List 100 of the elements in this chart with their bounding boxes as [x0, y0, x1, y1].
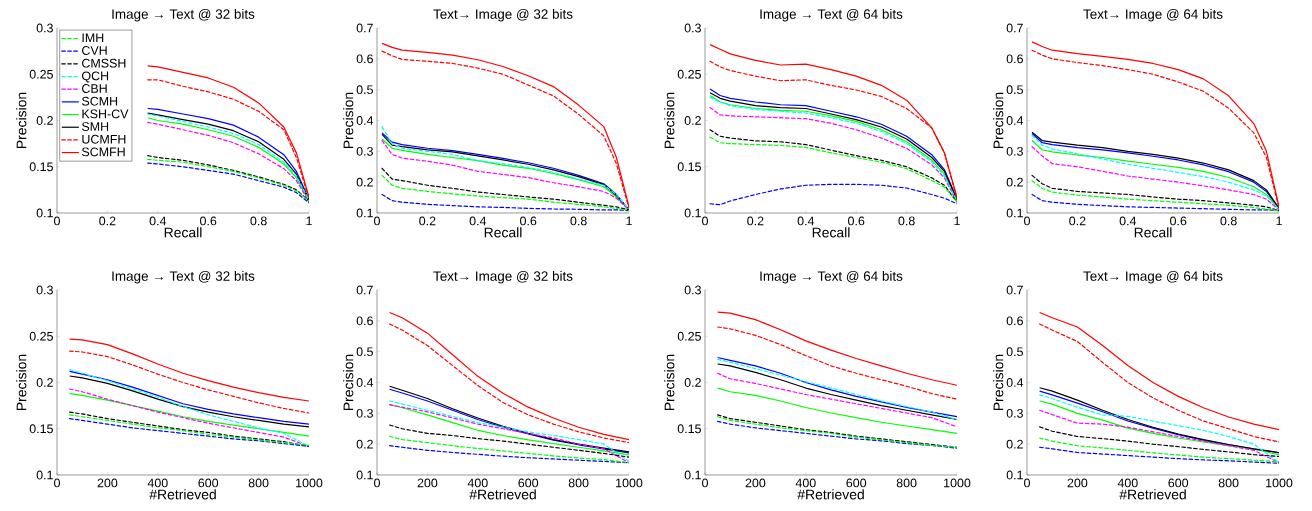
chart-title: Text→ Image @ 32 bits [433, 270, 573, 284]
x-tick-label: 0.8 [1220, 216, 1237, 226]
legend-label: QCH [82, 71, 109, 83]
x-tick-label: 0 [374, 216, 380, 226]
x-tick-label: 1 [1276, 216, 1282, 226]
x-tick-label: 0.6 [520, 216, 537, 226]
line-series [1039, 437, 1280, 463]
x-tick-label: 0.8 [250, 216, 267, 226]
y-tick-label: 0.6 [356, 316, 373, 326]
legend-label: IMH [82, 33, 104, 43]
x-tick-label: 0 [702, 216, 708, 226]
y-axis-title: Precision [16, 354, 27, 411]
y-tick-label: 0.25 [29, 331, 53, 341]
y-tick-label: 0.1 [1006, 470, 1023, 480]
line-series [1039, 323, 1280, 443]
x-tick-label: 400 [147, 478, 168, 488]
y-tick-label: 0.3 [36, 23, 53, 33]
legend-label: UCMFH [82, 134, 126, 144]
y-tick-label: 0.2 [36, 116, 53, 125]
y-axis-title: Precision [664, 354, 675, 411]
y-tick-label: 0.6 [356, 54, 373, 64]
x-axis-title: #Retrieved [149, 489, 216, 500]
chart-title: Image → Text @ 32 bits [112, 270, 255, 284]
legend-label: CBH [82, 84, 107, 93]
y-tick-label: 0.7 [1006, 23, 1023, 33]
line-series [717, 326, 958, 400]
y-tick-label: 0.1 [36, 208, 53, 218]
line-series [69, 350, 309, 414]
x-axis-title: #Retrieved [1119, 489, 1186, 500]
y-tick-label: 0.5 [356, 347, 373, 357]
legend-label: KSH-CV [82, 109, 129, 119]
y-axis-title: Precision [993, 92, 1004, 149]
x-axis-title: Recall [484, 227, 522, 238]
x-tick-label: 0 [1024, 478, 1030, 488]
y-tick-label: 0.4 [356, 116, 374, 125]
y-tick-label: 0.15 [677, 424, 701, 434]
y-tick-label: 0.5 [1006, 347, 1023, 357]
x-tick-label: 800 [1218, 478, 1239, 488]
y-tick-label: 0.4 [356, 378, 374, 387]
x-axis-title: Recall [812, 227, 850, 238]
y-tick-label: 0.2 [1006, 177, 1023, 187]
y-tick-label: 0.7 [356, 23, 373, 33]
line-series [389, 435, 630, 464]
chart-title: Text→ Image @ 32 bits [433, 8, 573, 22]
legend-label: SCMFH [81, 147, 125, 157]
y-tick-label: 0.4 [1006, 116, 1024, 125]
y-tick-label: 0.3 [356, 146, 373, 156]
x-tick-label: 1000 [296, 478, 323, 488]
x-tick-label: 0 [54, 478, 60, 488]
y-tick-label: 0.1 [36, 470, 53, 480]
line-series [389, 445, 630, 464]
line-series [709, 183, 958, 206]
y-tick-label: 0.1 [1006, 208, 1023, 218]
y-tick-label: 0.2 [356, 177, 373, 187]
y-tick-label: 0.25 [29, 69, 53, 79]
x-tick-label: 600 [198, 478, 219, 488]
y-axis-title: Precision [993, 354, 1004, 411]
x-tick-label: 400 [467, 478, 488, 488]
y-tick-label: 0.5 [356, 85, 373, 95]
x-tick-label: 400 [795, 478, 816, 488]
x-axis-title: #Retrieved [469, 489, 536, 500]
y-tick-label: 0.3 [1006, 408, 1023, 418]
y-tick-label: 0.2 [36, 378, 53, 387]
line-series [69, 393, 309, 437]
x-tick-label: 0.8 [898, 216, 915, 226]
y-tick-label: 0.2 [684, 378, 701, 387]
y-tick-label: 0.3 [36, 285, 53, 295]
chart-title: Image → Text @ 32 bits [112, 8, 255, 22]
x-tick-label: 0.6 [200, 216, 217, 226]
x-tick-label: 1 [626, 216, 632, 226]
x-tick-label: 0.2 [419, 216, 436, 226]
y-tick-label: 0.6 [1006, 54, 1023, 64]
x-tick-label: 400 [1117, 478, 1138, 488]
chart-title: Image → Text @ 64 bits [760, 8, 903, 22]
x-tick-label: 200 [1067, 478, 1088, 488]
y-tick-label: 0.1 [356, 208, 373, 218]
legend-label: CMSSH [82, 58, 126, 68]
y-tick-label: 0.15 [29, 424, 53, 434]
y-axis-title: Precision [664, 92, 675, 149]
y-axis-title: Precision [343, 92, 354, 149]
x-tick-label: 0.4 [469, 216, 487, 226]
x-tick-label: 0.2 [747, 216, 764, 226]
x-tick-label: 600 [518, 478, 539, 488]
line-series [1039, 400, 1280, 456]
x-tick-label: 0.6 [1170, 216, 1187, 226]
chart-title: Text→ Image @ 64 bits [1083, 8, 1223, 22]
y-tick-label: 0.25 [677, 331, 701, 341]
y-tick-label: 0.1 [684, 208, 701, 218]
y-tick-label: 0.1 [684, 470, 701, 480]
x-tick-label: 0.4 [797, 216, 815, 226]
y-tick-label: 0.2 [356, 439, 373, 449]
y-tick-label: 0.2 [1006, 439, 1023, 449]
y-tick-label: 0.15 [29, 162, 53, 172]
legend-label: SMH [81, 122, 109, 131]
x-tick-label: 0.2 [99, 216, 116, 226]
y-tick-label: 0.2 [684, 116, 701, 125]
y-tick-label: 0.7 [356, 285, 373, 295]
y-tick-label: 0.7 [1006, 285, 1023, 295]
line-series [1039, 311, 1280, 431]
x-tick-label: 0 [374, 478, 380, 488]
